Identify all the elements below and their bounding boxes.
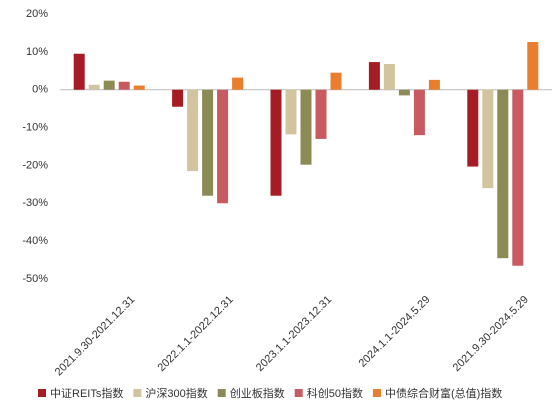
bar <box>383 63 395 90</box>
bar <box>368 62 380 90</box>
x-tick-label: 2024.1.1-2024.5.29 <box>357 294 433 370</box>
legend-label: 沪深300指数 <box>145 386 207 400</box>
x-tick-label: 2021.9.30-2024.5.29 <box>451 294 531 374</box>
bar <box>428 79 440 90</box>
bar <box>187 89 199 172</box>
x-tick-label: 2021.9.30-2021.12.31 <box>53 294 138 379</box>
legend-swatch <box>372 389 381 397</box>
bar <box>527 42 539 90</box>
bar <box>512 89 524 266</box>
bar <box>217 89 229 204</box>
bar <box>413 89 425 136</box>
bar <box>73 53 85 90</box>
bar <box>202 89 214 196</box>
y-tick-label: -20% <box>22 159 48 171</box>
bar <box>300 89 312 165</box>
legend-label: 创业板指数 <box>230 386 285 400</box>
y-tick-label: 20% <box>26 8 48 20</box>
bar <box>482 89 494 189</box>
bar <box>285 89 297 135</box>
x-tick-label: 2023.1.1-2023.12.31 <box>254 294 334 374</box>
y-tick-label: -40% <box>22 235 48 247</box>
y-tick-label: 0% <box>32 84 48 96</box>
bar <box>270 89 282 196</box>
x-tick-label: 2022.1.1-2022.12.31 <box>155 294 235 374</box>
bar <box>118 81 130 90</box>
bar <box>172 89 184 107</box>
legend-label: 中债综合财富(总值)指数 <box>385 386 502 400</box>
bar <box>330 72 342 90</box>
bar <box>133 85 145 90</box>
legend-swatch <box>217 389 226 397</box>
bar <box>467 89 479 167</box>
y-tick-label: -50% <box>22 273 48 285</box>
y-tick-label: -30% <box>22 197 48 209</box>
y-tick-label: 10% <box>26 46 48 58</box>
bar <box>103 80 115 90</box>
legend-swatch <box>133 389 142 397</box>
bar <box>88 84 100 90</box>
legend-label: 科创50指数 <box>307 386 363 400</box>
bar <box>398 89 410 96</box>
bar <box>232 77 244 90</box>
bar <box>497 89 509 259</box>
legend-label: 中证REITs指数 <box>50 386 123 400</box>
y-tick-label: -10% <box>22 121 48 133</box>
bar <box>315 89 327 139</box>
legend-swatch <box>38 389 46 397</box>
legend-swatch <box>294 389 303 397</box>
